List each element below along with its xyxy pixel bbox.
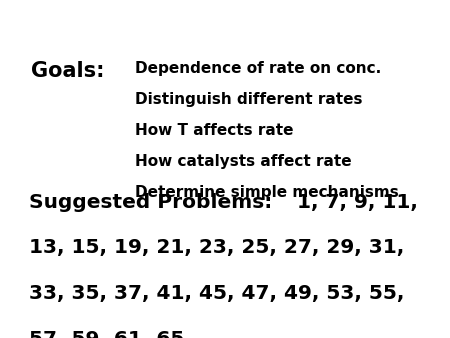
Text: 13, 15, 19, 21, 23, 25, 27, 29, 31,: 13, 15, 19, 21, 23, 25, 27, 29, 31, (29, 238, 405, 257)
Text: 57, 59, 61, 65: 57, 59, 61, 65 (29, 330, 184, 338)
Text: Suggested Problems:: Suggested Problems: (29, 193, 273, 212)
Text: 1, 7, 9, 11,: 1, 7, 9, 11, (297, 193, 418, 212)
Text: How catalysts affect rate: How catalysts affect rate (135, 154, 351, 169)
Text: Goals:: Goals: (32, 61, 105, 81)
Text: How T affects rate: How T affects rate (135, 123, 293, 138)
Text: Distinguish different rates: Distinguish different rates (135, 92, 363, 107)
Text: 33, 35, 37, 41, 45, 47, 49, 53, 55,: 33, 35, 37, 41, 45, 47, 49, 53, 55, (29, 284, 405, 303)
Text: Determine simple mechanisms: Determine simple mechanisms (135, 185, 399, 200)
Text: Dependence of rate on conc.: Dependence of rate on conc. (135, 61, 381, 76)
